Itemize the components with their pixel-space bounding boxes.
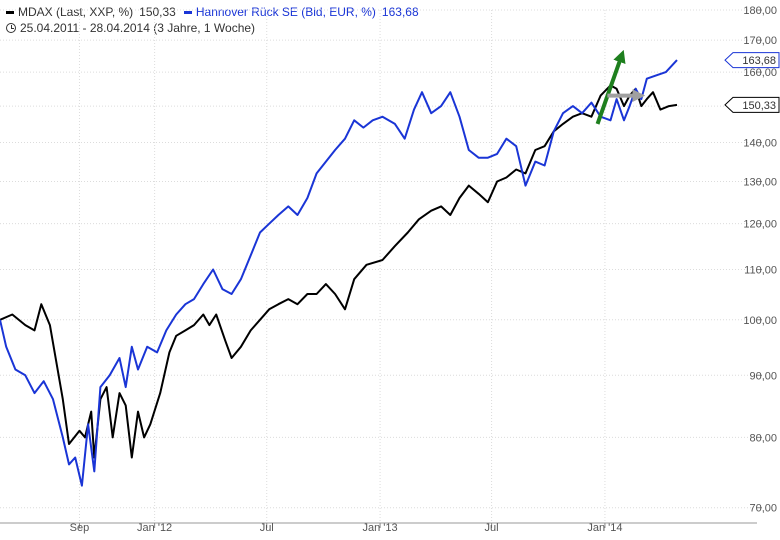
- series2-value: 163,68: [381, 5, 419, 19]
- y-tick-label: 70,00: [749, 503, 777, 515]
- series1-value: 150,33: [139, 5, 176, 19]
- series-line-1: [0, 84, 678, 459]
- x-tick-label: Jul: [260, 522, 274, 534]
- x-axis: Sep Jan '12 Jul Jan '13 Jul Jan '14: [0, 522, 757, 534]
- y-tick-label: 160,00: [743, 67, 777, 79]
- series2-swatch: [183, 10, 192, 14]
- y-tick-label: 120,00: [743, 219, 777, 231]
- y-tick-label: 110,00: [744, 265, 777, 277]
- last-value-label: 150,33: [742, 100, 776, 112]
- legend-row-series: MDAX (Last, XXP, %) 150,33 Hannover Rück…: [6, 4, 419, 20]
- series-lines: [0, 59, 678, 487]
- y-axis: 180,00170,00160,00150,00140,00130,00120,…: [743, 5, 777, 515]
- last-value-tags: 150,33 163,68: [724, 52, 780, 113]
- series-line-2: [0, 59, 678, 487]
- clock-icon: [6, 23, 16, 33]
- last-value-tag-2: [724, 52, 780, 69]
- y-tick-label: 130,00: [743, 176, 777, 188]
- legend-row-period: 25.04.2011 - 28.04.2014 (3 Jahre, 1 Woch…: [6, 20, 419, 36]
- x-tick-label: Sep: [70, 522, 90, 534]
- period-label: 25.04.2011 - 28.04.2014 (3 Jahre, 1 Woch…: [20, 21, 256, 35]
- y-tick-label: 170,00: [743, 35, 777, 47]
- last-value-label: 163,68: [742, 55, 776, 67]
- y-tick-label: 180,00: [743, 5, 777, 17]
- y-tick-label: 90,00: [749, 370, 777, 382]
- chart-legend: MDAX (Last, XXP, %) 150,33 Hannover Rück…: [6, 4, 419, 36]
- x-tick-label: Jan '14: [587, 522, 622, 534]
- series2-label: Hannover Rück SE (Bid, EUR, %): [195, 5, 376, 19]
- y-tick-label: 100,00: [743, 315, 777, 327]
- x-tick-label: Jan '13: [363, 522, 398, 534]
- series1-label: MDAX (Last, XXP, %): [18, 5, 134, 19]
- annotation-arrow: [595, 49, 626, 125]
- x-tick-label: Jul: [485, 522, 499, 534]
- y-tick-label: 80,00: [749, 432, 777, 444]
- last-value-tag-1: [724, 96, 780, 113]
- annotation-arrows: [595, 49, 646, 125]
- x-tick-label: Jan '12: [137, 522, 172, 534]
- y-tick-label: 140,00: [743, 137, 777, 149]
- gridlines: [0, 9, 757, 523]
- series1-swatch: [6, 10, 14, 14]
